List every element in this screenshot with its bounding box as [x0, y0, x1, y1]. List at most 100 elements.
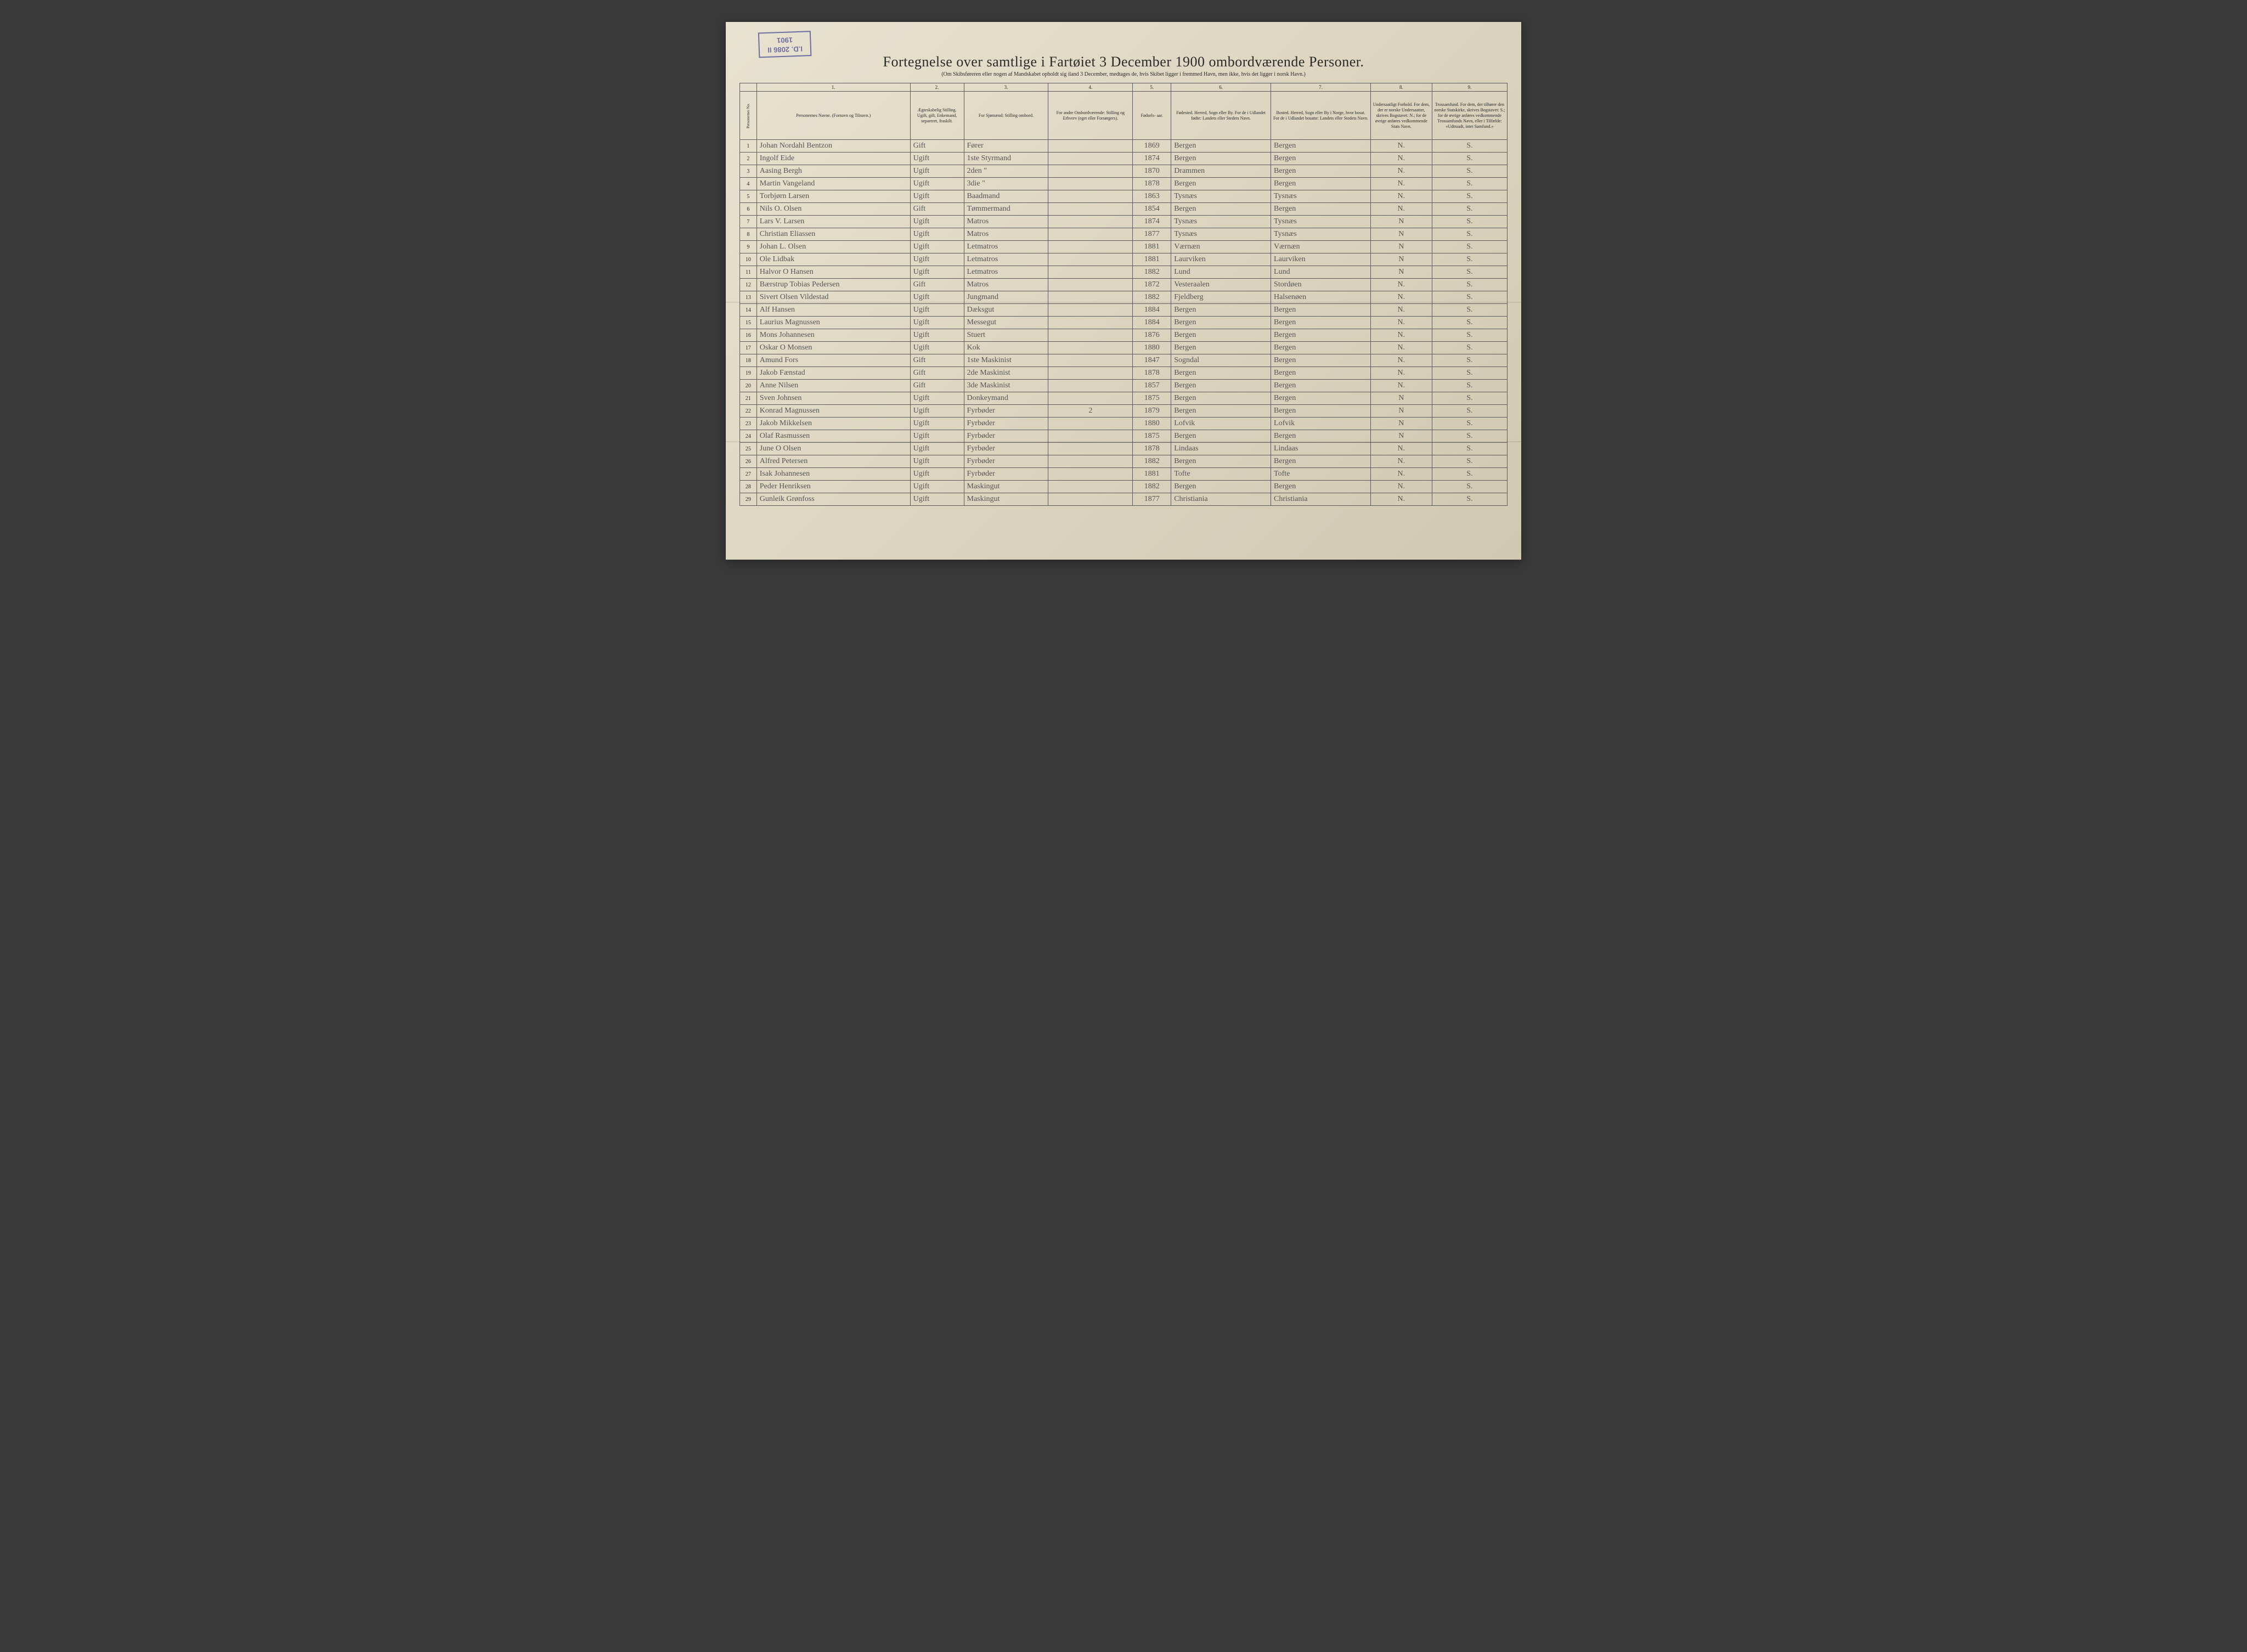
cell-other	[1048, 190, 1133, 203]
cell-year: 1870	[1133, 165, 1171, 178]
cell-name: Oskar O Monsen	[756, 342, 910, 354]
table-row: 12Bærstrup Tobias PedersenGiftMatros1872…	[740, 279, 1508, 291]
cell-religion: S.	[1432, 279, 1507, 291]
cell-religion: S.	[1432, 253, 1507, 266]
cell-birthplace: Bergen	[1171, 178, 1271, 190]
column-number-row: 1. 2. 3. 4. 5. 6. 7. 8. 9.	[740, 83, 1508, 92]
cell-nationality: N	[1370, 216, 1432, 228]
cell-nationality: N.	[1370, 354, 1432, 367]
cell-name: Johan Nordahl Bentzon	[756, 140, 910, 153]
cell-residence: Lindaas	[1271, 443, 1371, 455]
cell-position: Fyrbøder	[964, 455, 1048, 468]
table-row: 15Laurius MagnussenUgiftMessegut1884Berg…	[740, 317, 1508, 329]
table-row: 14Alf HansenUgiftDæksgut1884BergenBergen…	[740, 304, 1508, 317]
cell-other	[1048, 153, 1133, 165]
cell-birthplace: Lofvik	[1171, 418, 1271, 430]
table-row: 25June O OlsenUgiftFyrbøder1878LindaasLi…	[740, 443, 1508, 455]
cell-residence: Christiania	[1271, 493, 1371, 506]
cell-position: Baadmand	[964, 190, 1048, 203]
cell-residence: Halsenøen	[1271, 291, 1371, 304]
cell-civil: Ugift	[910, 405, 964, 418]
cell-birthplace: Bergen	[1171, 367, 1271, 380]
cell-other	[1048, 443, 1133, 455]
table-row: 1Johan Nordahl BentzonGiftFører1869Berge…	[740, 140, 1508, 153]
cell-nationality: N.	[1370, 455, 1432, 468]
cell-nationality: N.	[1370, 153, 1432, 165]
cell-position: 3die "	[964, 178, 1048, 190]
cell-name: Alf Hansen	[756, 304, 910, 317]
cell-civil: Gift	[910, 279, 964, 291]
cell-num: 22	[740, 405, 757, 418]
cell-religion: S.	[1432, 228, 1507, 241]
cell-civil: Ugift	[910, 165, 964, 178]
cell-year: 1879	[1133, 405, 1171, 418]
cell-birthplace: Lund	[1171, 266, 1271, 279]
cell-civil: Ugift	[910, 392, 964, 405]
cell-residence: Bergen	[1271, 317, 1371, 329]
column-header-row: Personernes No. Personernes Navne. (Forn…	[740, 92, 1508, 140]
cell-residence: Tysnæs	[1271, 228, 1371, 241]
cell-residence: Bergen	[1271, 342, 1371, 354]
cell-residence: Tysnæs	[1271, 216, 1371, 228]
cell-civil: Ugift	[910, 253, 964, 266]
cell-civil: Ugift	[910, 190, 964, 203]
cell-num: 18	[740, 354, 757, 367]
cell-religion: S.	[1432, 241, 1507, 253]
cell-position: 1ste Styrmand	[964, 153, 1048, 165]
cell-civil: Ugift	[910, 228, 964, 241]
cell-num: 25	[740, 443, 757, 455]
header-num: Personernes No.	[740, 92, 757, 140]
cell-birthplace: Drammen	[1171, 165, 1271, 178]
cell-civil: Ugift	[910, 317, 964, 329]
cell-year: 1878	[1133, 367, 1171, 380]
cell-nationality: N.	[1370, 367, 1432, 380]
cell-birthplace: Bergen	[1171, 153, 1271, 165]
cell-other	[1048, 418, 1133, 430]
cell-year: 1876	[1133, 329, 1171, 342]
cell-residence: Bergen	[1271, 392, 1371, 405]
cell-civil: Ugift	[910, 291, 964, 304]
cell-residence: Lofvik	[1271, 418, 1371, 430]
cell-name: Mons Johannesen	[756, 329, 910, 342]
cell-religion: S.	[1432, 153, 1507, 165]
cell-other	[1048, 329, 1133, 342]
cell-birthplace: Bergen	[1171, 430, 1271, 443]
cell-birthplace: Bergen	[1171, 329, 1271, 342]
cell-num: 11	[740, 266, 757, 279]
cell-year: 1882	[1133, 266, 1171, 279]
cell-birthplace: Tysnæs	[1171, 216, 1271, 228]
table-row: 22Konrad MagnussenUgiftFyrbøder21879Berg…	[740, 405, 1508, 418]
cell-nationality: N.	[1370, 140, 1432, 153]
cell-year: 1881	[1133, 468, 1171, 481]
cell-position: Tømmermand	[964, 203, 1048, 216]
cell-position: 1ste Maskinist	[964, 354, 1048, 367]
cell-birthplace: Bergen	[1171, 481, 1271, 493]
cell-other	[1048, 140, 1133, 153]
cell-residence: Bergen	[1271, 455, 1371, 468]
cell-religion: S.	[1432, 367, 1507, 380]
cell-civil: Ugift	[910, 481, 964, 493]
cell-other	[1048, 354, 1133, 367]
cell-name: Jakob Fænstad	[756, 367, 910, 380]
table-row: 27Isak JohannesenUgiftFyrbøder1881TofteT…	[740, 468, 1508, 481]
stamp-line1: I.D. 2086 II	[767, 44, 803, 54]
cell-residence: Bergen	[1271, 430, 1371, 443]
cell-name: Jakob Mikkelsen	[756, 418, 910, 430]
cell-other	[1048, 380, 1133, 392]
cell-name: Isak Johannesen	[756, 468, 910, 481]
cell-birthplace: Bergen	[1171, 203, 1271, 216]
cell-name: Christian Eliassen	[756, 228, 910, 241]
cell-num: 20	[740, 380, 757, 392]
cell-civil: Ugift	[910, 216, 964, 228]
table-row: 21Sven JohnsenUgiftDonkeymand1875BergenB…	[740, 392, 1508, 405]
cell-num: 3	[740, 165, 757, 178]
cell-other	[1048, 178, 1133, 190]
cell-birthplace: Laurviken	[1171, 253, 1271, 266]
cell-civil: Gift	[910, 367, 964, 380]
cell-num: 28	[740, 481, 757, 493]
cell-civil: Ugift	[910, 455, 964, 468]
cell-num: 2	[740, 153, 757, 165]
cell-name: Konrad Magnussen	[756, 405, 910, 418]
header-year: Fødsels- aar.	[1133, 92, 1171, 140]
cell-num: 7	[740, 216, 757, 228]
